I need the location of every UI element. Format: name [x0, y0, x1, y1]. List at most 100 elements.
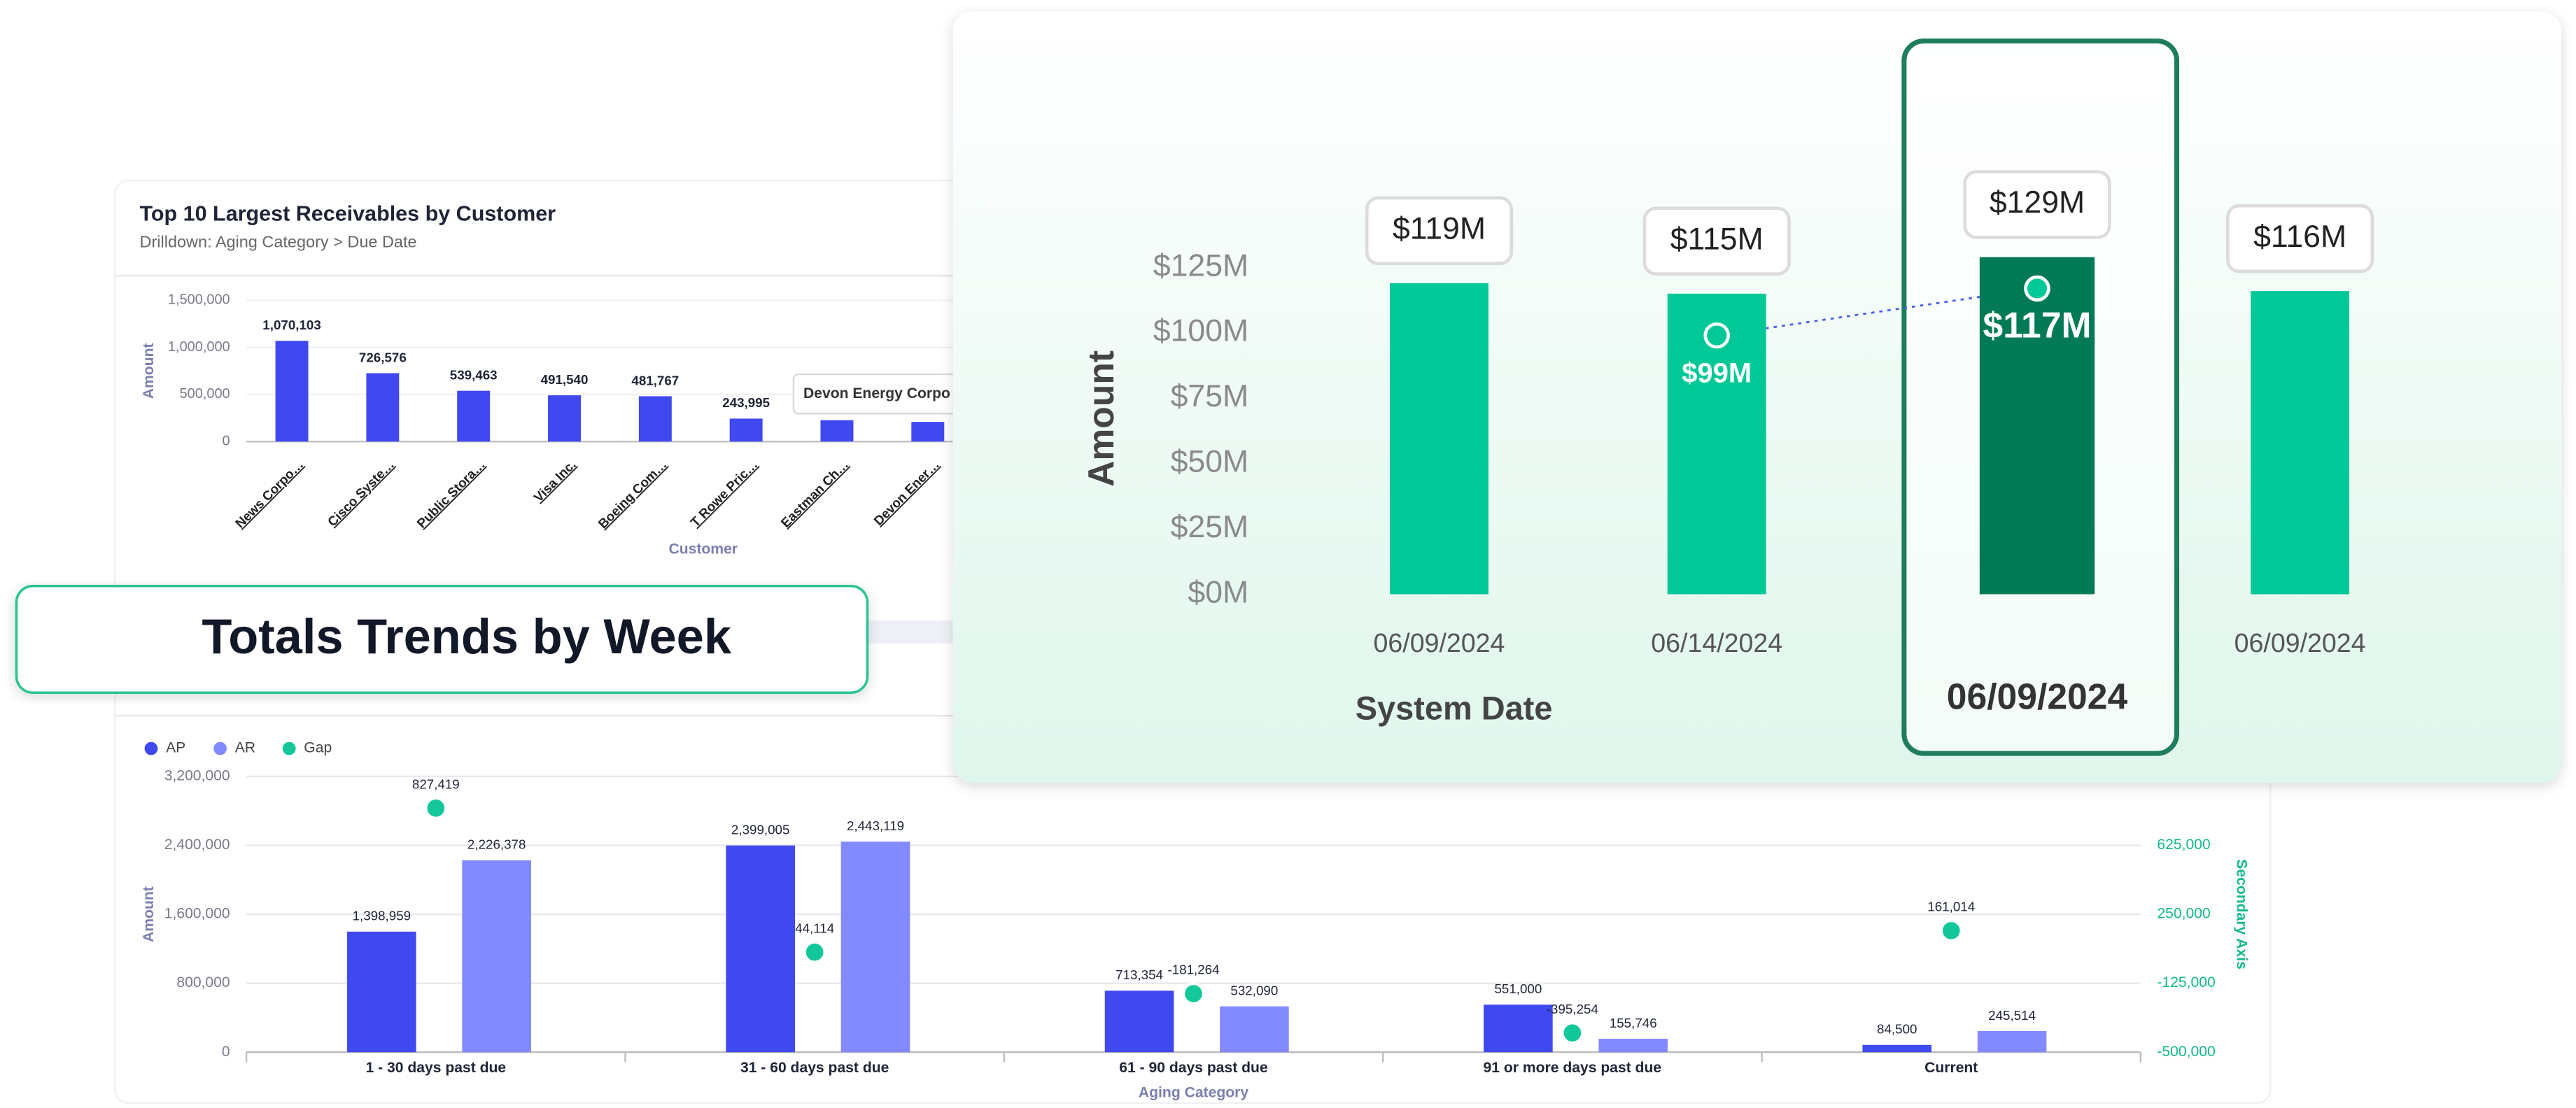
point-label: $117M	[1983, 304, 2091, 345]
value-label: 2,399,005	[731, 822, 790, 837]
y-tick-label: $100M	[1153, 314, 1248, 348]
aging-chart: 0 800,000 1,600,000 2,400,000 3,200,000 -500,…	[141, 740, 2249, 1101]
tooltip: Devon Energy Corpo	[803, 385, 950, 402]
y-tick-label: 500,000	[180, 386, 230, 402]
gap-point	[803, 941, 826, 964]
value-label: $119M	[1393, 212, 1486, 246]
chart-title: Top 10 Largest Receivables by Customer	[140, 201, 556, 225]
value-label: $116M	[2253, 220, 2346, 254]
bar	[457, 390, 491, 442]
x-tick-label: 06/14/2024	[1651, 628, 1782, 658]
callout-box	[15, 585, 869, 695]
bar	[1598, 1039, 1668, 1053]
y2-tick-label: -500,000	[2157, 1044, 2215, 1060]
value-label: 161,014	[1927, 900, 1975, 914]
bar	[729, 418, 763, 442]
headline: Totals Trends by Week	[202, 609, 731, 664]
value-label: 726,576	[359, 350, 407, 364]
y-axis-label: Amount	[141, 343, 157, 399]
value-box	[1365, 196, 1514, 266]
zoom-chart: $0M $25M $50M $75M $100M $125M Amount System Da…	[952, 11, 2561, 783]
value-label: -181,264	[1167, 963, 1219, 977]
y-tick-label: $75M	[1171, 379, 1249, 413]
y-tick-label: 1,600,000	[164, 906, 230, 922]
value-label: $129M	[1990, 185, 2085, 220]
x-axis-label: Aging Category	[1139, 1084, 1248, 1100]
value-label: 491,540	[541, 372, 589, 387]
value-label: 1,398,959	[353, 909, 411, 923]
y2-tick-label: -125,000	[2157, 974, 2215, 990]
value-label: 245,514	[1988, 1008, 2036, 1023]
value-label: 44,114	[795, 921, 834, 935]
x-axis-label: Customer	[668, 541, 738, 557]
y-tick-label: $0M	[1188, 575, 1248, 609]
bar	[1220, 1006, 1289, 1053]
y-tick-label: 2,400,000	[164, 837, 230, 853]
x-tick-label: 91 or more days past due	[1484, 1060, 1662, 1076]
bar	[1862, 1044, 1932, 1053]
x-tick-label: 1 - 30 days past due	[365, 1060, 506, 1076]
value-label: 539,463	[450, 368, 498, 383]
legend-swatch	[144, 741, 158, 755]
legend-label: AP	[166, 740, 185, 756]
point-label: $99M	[1682, 358, 1752, 389]
bar	[347, 931, 416, 1053]
bar	[366, 373, 400, 442]
legend-label: AR	[235, 740, 255, 756]
trend-point	[1703, 322, 1730, 349]
x-tick-label: 61 - 90 days past due	[1119, 1060, 1268, 1076]
gap-point	[424, 797, 447, 820]
legend-swatch	[282, 741, 296, 755]
y-tick-label: $50M	[1171, 444, 1249, 478]
value-label: $115M	[1670, 222, 1764, 257]
value-label: 84,500	[1877, 1022, 1917, 1037]
bar	[275, 341, 309, 442]
trend-point	[2024, 275, 2050, 302]
bar	[911, 422, 945, 442]
y2-tick-label: 250,000	[2157, 906, 2210, 922]
x-tick-label: 31 - 60 days past due	[740, 1060, 889, 1076]
value-label: 532,090	[1230, 983, 1278, 997]
value-box	[2225, 204, 2374, 274]
value-label: 1,070,103	[262, 318, 321, 332]
x-tick-label: 06/09/2024	[1947, 676, 2128, 716]
value-box	[1642, 206, 1791, 276]
y-tick-label: 1,500,000	[168, 292, 230, 308]
legend-swatch	[213, 741, 227, 755]
gap-point	[1561, 1021, 1584, 1044]
bar	[548, 395, 581, 442]
y-tick-label: 0	[222, 1044, 230, 1060]
bar	[726, 845, 795, 1053]
y-tick-label: $25M	[1171, 510, 1249, 544]
y-tick-label: 3,200,000	[164, 768, 230, 784]
bar	[1484, 1004, 1553, 1053]
value-label: 481,767	[631, 373, 679, 388]
bar	[1390, 283, 1488, 595]
y2-tick-label: 625,000	[2157, 837, 2210, 853]
value-label: 2,226,378	[467, 837, 526, 852]
bar	[2251, 291, 2350, 595]
y-tick-label: 1,000,000	[168, 339, 230, 355]
value-label: -395,254	[1547, 1002, 1598, 1016]
y-axis-label: Amount	[141, 886, 157, 942]
value-label: 2,443,119	[847, 818, 904, 833]
bar	[1977, 1030, 2047, 1053]
y-tick-label: 800,000	[176, 974, 230, 990]
x-tick-label: 06/09/2024	[1373, 628, 1505, 658]
chart-subtitle: Drilldown: Aging Category > Due Date	[140, 233, 417, 251]
bar	[462, 860, 531, 1053]
y-tick-label: $125M	[1153, 248, 1248, 283]
value-box	[1963, 170, 2111, 239]
y-tick-label: 0	[223, 434, 230, 449]
bar	[820, 420, 854, 442]
y-axis-label: Amount	[1081, 350, 1121, 487]
bar	[840, 841, 910, 1053]
x-tick-label: Current	[1924, 1060, 1978, 1076]
bar	[1104, 990, 1174, 1053]
bar	[1979, 257, 2095, 595]
callout: Totals Trends by Week	[15, 585, 869, 695]
gap-point	[1940, 919, 1963, 942]
legend-label: Gap	[304, 740, 332, 756]
